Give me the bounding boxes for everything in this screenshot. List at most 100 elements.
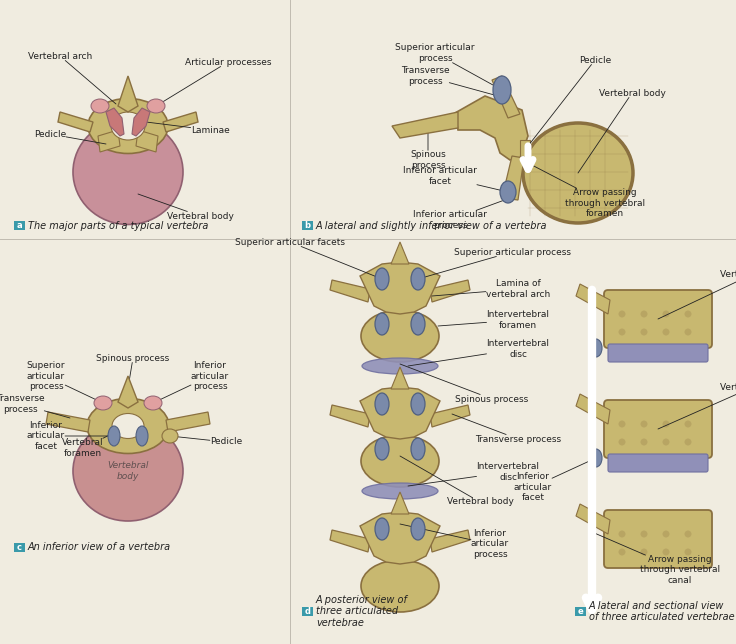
Polygon shape	[136, 130, 158, 152]
Text: e: e	[578, 607, 584, 616]
Text: Inferior
articular
process: Inferior articular process	[153, 361, 229, 403]
Text: Transverse
process: Transverse process	[0, 394, 70, 418]
Text: Vertebral body: Vertebral body	[658, 269, 736, 319]
FancyBboxPatch shape	[14, 543, 25, 552]
Text: Pedicle: Pedicle	[528, 55, 611, 146]
Ellipse shape	[361, 560, 439, 612]
Ellipse shape	[411, 268, 425, 290]
Ellipse shape	[361, 435, 439, 487]
Polygon shape	[492, 76, 520, 118]
FancyBboxPatch shape	[575, 607, 586, 616]
Circle shape	[684, 421, 692, 428]
Text: Inferior articular
process: Inferior articular process	[413, 198, 510, 230]
Ellipse shape	[136, 426, 148, 446]
FancyBboxPatch shape	[302, 221, 313, 230]
Ellipse shape	[411, 393, 425, 415]
Circle shape	[662, 439, 670, 446]
Circle shape	[662, 328, 670, 336]
Circle shape	[640, 310, 648, 317]
Ellipse shape	[590, 449, 602, 467]
FancyBboxPatch shape	[604, 400, 712, 458]
Text: Spinous process: Spinous process	[400, 364, 528, 404]
Text: Pedicle: Pedicle	[170, 436, 242, 446]
Circle shape	[618, 421, 626, 428]
Ellipse shape	[361, 310, 439, 362]
Ellipse shape	[523, 123, 633, 223]
Ellipse shape	[147, 99, 165, 113]
Polygon shape	[330, 405, 370, 427]
Ellipse shape	[91, 99, 109, 113]
Ellipse shape	[144, 396, 162, 410]
Text: Arrow passing
through vertebral
canal: Arrow passing through vertebral canal	[592, 532, 720, 585]
Circle shape	[684, 549, 692, 556]
Text: Inferior
articular
facet: Inferior articular facet	[514, 458, 596, 502]
Polygon shape	[118, 376, 138, 408]
Circle shape	[662, 310, 670, 317]
Ellipse shape	[73, 421, 183, 521]
Text: Intervertebral
disc: Intervertebral disc	[408, 339, 550, 366]
Circle shape	[618, 549, 626, 556]
Ellipse shape	[493, 76, 511, 104]
Polygon shape	[391, 492, 409, 514]
Ellipse shape	[590, 339, 602, 357]
Text: Vertebral
foramen: Vertebral foramen	[62, 426, 128, 458]
FancyBboxPatch shape	[604, 510, 712, 568]
Circle shape	[662, 531, 670, 538]
Polygon shape	[360, 512, 440, 564]
Polygon shape	[455, 96, 528, 160]
Circle shape	[640, 328, 648, 336]
Ellipse shape	[375, 268, 389, 290]
Ellipse shape	[87, 399, 169, 453]
Polygon shape	[576, 284, 610, 314]
Polygon shape	[576, 504, 610, 534]
Text: Inferior articular
facet: Inferior articular facet	[403, 166, 508, 192]
Text: Vertebral
body: Vertebral body	[107, 461, 149, 480]
Polygon shape	[46, 412, 90, 432]
Polygon shape	[430, 405, 470, 427]
Text: Intervertebral
foramen: Intervertebral foramen	[438, 310, 550, 330]
Ellipse shape	[94, 396, 112, 410]
Polygon shape	[391, 367, 409, 389]
Circle shape	[684, 439, 692, 446]
Text: Laminae: Laminae	[146, 122, 230, 135]
Text: c: c	[17, 543, 22, 552]
Text: Superior articular facets: Superior articular facets	[235, 238, 382, 279]
Ellipse shape	[111, 112, 145, 140]
Text: Superior articular process: Superior articular process	[418, 247, 570, 279]
Text: Inferior
articular
process: Inferior articular process	[400, 524, 509, 559]
Text: Superior
articular
process: Superior articular process	[26, 361, 103, 403]
Text: Pedicle: Pedicle	[34, 129, 106, 144]
Polygon shape	[98, 130, 120, 152]
FancyBboxPatch shape	[604, 290, 712, 348]
Ellipse shape	[500, 181, 516, 203]
Polygon shape	[330, 530, 370, 552]
Polygon shape	[330, 280, 370, 302]
Ellipse shape	[375, 313, 389, 335]
Polygon shape	[502, 156, 524, 200]
Polygon shape	[58, 112, 93, 132]
Ellipse shape	[112, 413, 144, 439]
Text: Vertebral body: Vertebral body	[400, 456, 514, 506]
Polygon shape	[360, 387, 440, 439]
Polygon shape	[118, 76, 138, 112]
Text: Vertebral body: Vertebral body	[658, 383, 736, 429]
Text: Vertebral body: Vertebral body	[578, 88, 665, 173]
Polygon shape	[430, 280, 470, 302]
Polygon shape	[520, 140, 530, 156]
Text: A lateral and sectional view
of three articulated vertebrae: A lateral and sectional view of three ar…	[589, 601, 735, 622]
Ellipse shape	[362, 483, 438, 499]
Ellipse shape	[375, 438, 389, 460]
Polygon shape	[430, 530, 470, 552]
FancyBboxPatch shape	[608, 344, 708, 362]
Circle shape	[662, 549, 670, 556]
Circle shape	[662, 421, 670, 428]
Circle shape	[618, 531, 626, 538]
Ellipse shape	[375, 518, 389, 540]
Ellipse shape	[375, 393, 389, 415]
Text: A lateral and slightly inferior view of a vertebra: A lateral and slightly inferior view of …	[316, 220, 548, 231]
Text: The major parts of a typical vertebra: The major parts of a typical vertebra	[28, 220, 208, 231]
Circle shape	[684, 310, 692, 317]
Ellipse shape	[362, 358, 438, 374]
Text: Lamina of
vertebral arch: Lamina of vertebral arch	[432, 279, 550, 299]
FancyBboxPatch shape	[608, 454, 708, 472]
